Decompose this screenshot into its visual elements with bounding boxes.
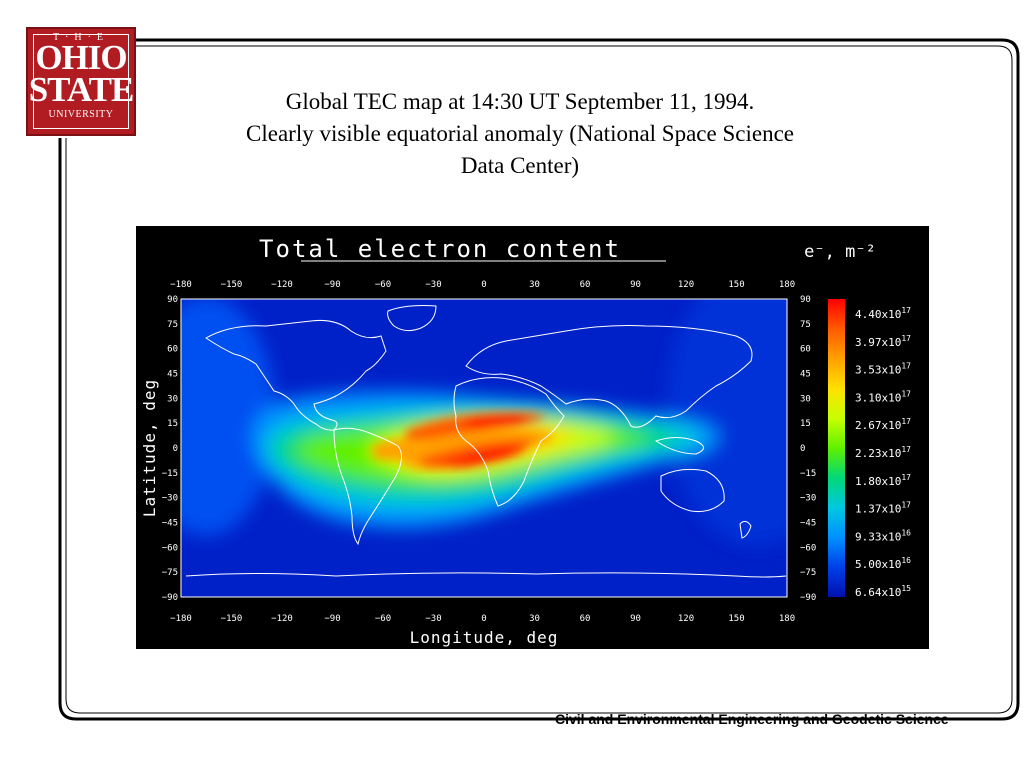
lon-ticks-bottom: −180 −150 −120 −90 −60 −30 0 30 60 90 120 150 180 <box>170 614 795 624</box>
lat-tick-label: 60 <box>800 345 811 355</box>
lat-tick-label: −15 <box>162 469 178 479</box>
lat-tick-label: 45 <box>800 370 811 380</box>
map-border <box>180 298 788 598</box>
lat-tick-label: 90 <box>167 295 178 305</box>
lon-tick-label: 120 <box>678 614 694 624</box>
lat-tick-label: 30 <box>167 394 178 404</box>
lon-tick-label: −120 <box>271 280 293 290</box>
lon-tick-label: −30 <box>425 280 441 290</box>
lon-tick-label: −60 <box>375 614 391 624</box>
map-units: e⁻, m⁻² <box>804 242 876 262</box>
continent-outlines <box>185 305 787 578</box>
lon-tick-label: −120 <box>271 614 293 624</box>
lat-ticks-left: 90 75 60 45 30 15 0 −15 −30 −45 −60 −75 −90 <box>162 295 178 603</box>
slide-title-line3: Data Center) <box>460 153 580 178</box>
lon-tick-label: 0 <box>481 614 486 624</box>
lon-tick-label: −150 <box>221 614 243 624</box>
tec-heatmap <box>181 299 787 597</box>
colorbar-label: 3.10x1017 <box>855 389 911 404</box>
lon-tick-label: 0 <box>481 280 486 290</box>
ohio-state-logo: T·H·E OHIO STATE UNIVERSITY <box>26 27 136 136</box>
lon-tick-label: −90 <box>324 280 340 290</box>
colorbar-label: 2.23x1017 <box>855 445 911 460</box>
logo-the: T·H·E <box>52 32 110 43</box>
colorbar-label: 5.00x1016 <box>855 556 911 571</box>
lat-tick-label: −60 <box>162 543 178 553</box>
lon-tick-label: 180 <box>779 280 795 290</box>
lon-tick-label: −150 <box>221 280 243 290</box>
lat-tick-label: −60 <box>800 543 816 553</box>
lat-tick-label: 0 <box>173 444 178 454</box>
lat-tick-label: 30 <box>800 394 811 404</box>
lat-tick-label: 75 <box>800 320 811 330</box>
lat-ticks-right: 90 75 60 45 30 15 0 −15 −30 −45 −60 −75 −90 <box>800 295 816 603</box>
tec-map-svg: Total electron content e⁻, m⁻² <box>140 235 911 647</box>
lon-tick-label: −60 <box>375 280 391 290</box>
colorbar-label: 9.33x1016 <box>855 528 911 543</box>
lon-tick-label: 90 <box>630 280 641 290</box>
lat-tick-label: −75 <box>800 568 816 578</box>
lat-tick-label: 75 <box>167 320 178 330</box>
lat-tick-label: −45 <box>800 519 816 529</box>
tec-map-figure: Total electron content e⁻, m⁻² <box>136 226 929 649</box>
colorbar-label: 3.53x1017 <box>855 362 911 377</box>
lon-tick-label: −30 <box>425 614 441 624</box>
lon-tick-label: 180 <box>779 614 795 624</box>
logo-state: STATE <box>28 70 135 109</box>
lon-tick-label: 30 <box>529 280 540 290</box>
lon-tick-label: 30 <box>529 614 540 624</box>
logo-university: UNIVERSITY <box>48 109 114 120</box>
slide-title: Global TEC map at 14:30 UT September 11,… <box>160 86 880 182</box>
lon-tick-label: −90 <box>324 614 340 624</box>
lat-tick-label: 0 <box>800 444 805 454</box>
colorbar-strip <box>828 299 845 597</box>
lat-tick-label: −30 <box>800 494 816 504</box>
lat-tick-label: 60 <box>167 345 178 355</box>
colorbar-label: 2.67x1017 <box>855 417 911 432</box>
lon-ticks-top: −180 −150 −120 −90 −60 −30 0 30 60 90 120 150 180 <box>170 280 795 290</box>
lat-tick-label: −45 <box>162 519 178 529</box>
colorbar-label: 4.40x1017 <box>855 306 911 321</box>
x-axis-label: Longitude, deg <box>410 628 559 647</box>
slide-title-line1: Global TEC map at 14:30 UT September 11,… <box>285 89 755 114</box>
logo-border <box>33 34 129 129</box>
colorbar-label: 1.80x1017 <box>855 473 911 488</box>
lon-tick-label: 150 <box>728 614 744 624</box>
lat-tick-label: −90 <box>800 593 816 603</box>
lat-tick-label: 90 <box>800 295 811 305</box>
lat-tick-label: 15 <box>167 419 178 429</box>
lon-tick-label: 120 <box>678 280 694 290</box>
slide-title-line2: Clearly visible equatorial anomaly (Nati… <box>246 121 794 146</box>
lon-tick-label: 150 <box>728 280 744 290</box>
lat-tick-label: 45 <box>167 370 178 380</box>
lat-tick-label: −90 <box>162 593 178 603</box>
lon-tick-label: −180 <box>170 280 192 290</box>
y-axis-label: Latitude, deg <box>140 379 159 517</box>
colorbar-label: 1.37x1017 <box>855 501 911 516</box>
lon-tick-label: −180 <box>170 614 192 624</box>
lon-tick-label: 60 <box>580 614 591 624</box>
map-title: Total electron content <box>259 235 621 263</box>
colorbar-label: 3.97x1017 <box>855 334 911 349</box>
footer-text: Civil and Environmental Engineering and … <box>555 711 949 727</box>
colorbar: 4.40x1017 3.97x1017 3.53x1017 3.10x1017 2.67… <box>828 299 911 599</box>
lat-tick-label: −30 <box>162 494 178 504</box>
logo-ohio: OHIO <box>35 38 127 77</box>
colorbar-label: 6.64x1015 <box>855 584 911 599</box>
lat-tick-label: −75 <box>162 568 178 578</box>
lon-tick-label: 90 <box>630 614 641 624</box>
lon-tick-label: 60 <box>580 280 591 290</box>
lat-tick-label: −15 <box>800 469 816 479</box>
lat-tick-label: 15 <box>800 419 811 429</box>
